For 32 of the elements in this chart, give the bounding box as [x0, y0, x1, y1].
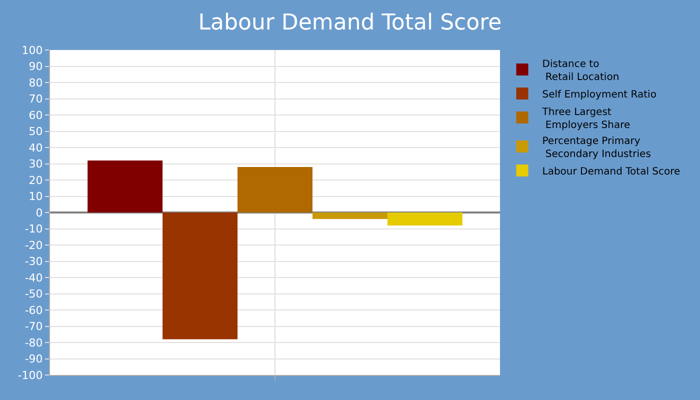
bar [387, 212, 462, 226]
bar [238, 167, 312, 212]
y-tick-label: 40 [28, 141, 43, 154]
y-tick-label: 100 [22, 44, 43, 57]
legend-label: Percentage Primary Secondary Industries [542, 136, 651, 160]
legend-label: Self Employment Ratio [542, 89, 656, 100]
legend-label: Distance to Retail Location [542, 58, 620, 83]
y-tick-label: 20 [28, 174, 43, 187]
y-tick-label: -60 [24, 304, 43, 317]
bar [88, 160, 163, 212]
y-tick-label: -10 [24, 222, 43, 236]
y-tick-label: 0 [36, 206, 43, 220]
y-tick-label: 30 [28, 158, 43, 171]
y-tick-label: 60 [28, 108, 43, 122]
y-tick-label: 90 [28, 60, 43, 74]
y-tick-label: -80 [24, 336, 43, 350]
y-tick-label: -20 [24, 238, 43, 252]
y-tick-label: -50 [24, 288, 43, 301]
y-tick-label: -90 [24, 352, 43, 366]
legend-label: Three Largest Employers Share [541, 106, 630, 131]
legend-label: Labour Demand Total Score [542, 166, 680, 178]
y-tick-label: 10 [28, 190, 43, 204]
bar [162, 212, 238, 340]
y-tick-label: -30 [24, 255, 43, 268]
y-tick-label: -70 [24, 320, 43, 334]
y-tick-label: -100 [18, 368, 43, 382]
y-tick-label: 80 [28, 76, 43, 90]
bar [312, 212, 388, 219]
y-tick-label: 50 [28, 125, 43, 138]
chart-title: Labour Demand Total Score [198, 10, 502, 36]
y-tick-label: -40 [24, 271, 43, 284]
y-tick-label: 70 [28, 92, 43, 106]
